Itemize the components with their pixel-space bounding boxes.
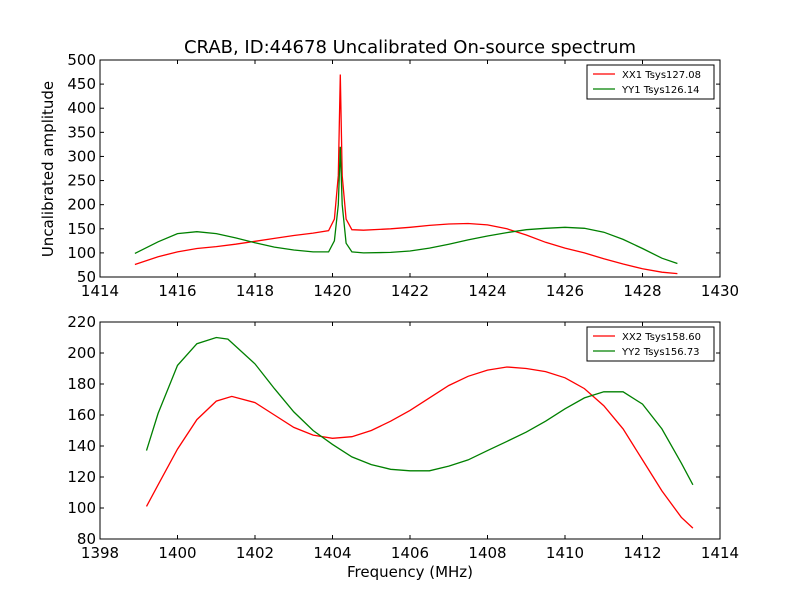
y-tick-label: 500 [67,51,96,69]
x-axis-label: Frequency (MHz) [347,563,473,581]
y-tick-label: 300 [67,147,96,165]
x-tick-label: 1422 [391,282,429,300]
legend-box [586,326,715,362]
y-tick-label: 50 [77,268,96,286]
series-line-xx1 [134,74,678,275]
y-tick-label: 220 [67,313,96,331]
x-tick-label: 1414 [81,282,119,300]
y-tick-label: 200 [67,344,96,362]
legend-label: XX1 Tsys127.08 [622,70,701,81]
chart-title: CRAB, ID:44678 Uncalibrated On-source sp… [184,37,636,58]
x-tick-label: 1402 [236,544,274,562]
x-tick-label: 1426 [546,282,584,300]
series-line-yy2 [145,336,694,486]
y-tick-label: 150 [67,220,96,238]
y-tick-label: 160 [67,406,96,424]
y-tick-label: 180 [67,375,96,393]
x-tick-label: 1406 [391,544,429,562]
x-tick-label: 1418 [236,282,274,300]
y-tick-label: 400 [67,99,96,117]
y-tick-label: 350 [67,123,96,141]
x-tick-label: 1410 [546,544,584,562]
y-tick-label: 100 [67,244,96,262]
x-tick-label: 1408 [468,544,506,562]
y-tick-label: 250 [67,172,96,190]
legend-label: XX2 Tsys158.60 [622,332,701,343]
y-tick-label: 120 [67,468,96,486]
series-line-xx2 [145,366,694,529]
x-tick-label: 1400 [158,544,196,562]
x-tick-label: 1420 [313,282,351,300]
legend-label: YY1 Tsys126.14 [621,85,700,96]
y-tick-label: 450 [67,75,96,93]
x-tick-label: 1398 [81,544,119,562]
y-tick-label: 80 [77,530,96,548]
legend-box [586,64,715,100]
x-tick-label: 1428 [623,282,661,300]
x-tick-label: 1414 [701,544,739,562]
legend-label: YY2 Tsys156.73 [621,347,700,358]
x-tick-label: 1430 [701,282,739,300]
bottom-panel: 1398 1400 1402 1404 1406 1408 1410 1412 1414 80 10… [67,313,739,562]
y-tick-label: 100 [67,499,96,517]
x-tick-label: 1404 [313,544,351,562]
x-tick-label: 1412 [623,544,661,562]
y-tick-label: 200 [67,196,96,214]
x-tick-label: 1424 [468,282,506,300]
top-panel: 1414 1416 1418 1420 1422 1424 1426 1428 1430 50 10… [67,51,739,300]
x-tick-label: 1416 [158,282,196,300]
series-line-yy1 [134,146,678,265]
y-tick-label: 140 [67,437,96,455]
y-axis-label: Uncalibrated amplitude [39,81,57,257]
